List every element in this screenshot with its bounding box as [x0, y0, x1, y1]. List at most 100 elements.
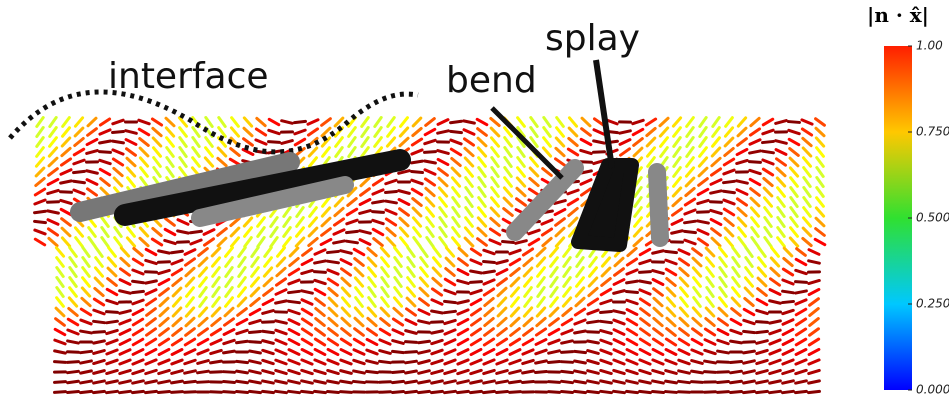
director	[411, 216, 423, 228]
director	[527, 228, 541, 236]
director	[144, 379, 158, 385]
director	[248, 349, 262, 355]
director	[464, 206, 474, 218]
director	[755, 297, 769, 307]
director	[165, 156, 175, 168]
director	[703, 338, 717, 346]
director	[131, 348, 145, 356]
director	[509, 276, 521, 288]
director	[802, 196, 812, 208]
director	[761, 139, 775, 145]
director	[184, 316, 196, 328]
director	[521, 358, 535, 366]
director	[68, 286, 78, 298]
director	[807, 278, 821, 286]
director	[326, 347, 340, 357]
director	[625, 298, 639, 306]
director	[157, 368, 171, 376]
director	[242, 116, 254, 128]
director	[677, 348, 691, 356]
director	[677, 337, 691, 347]
director	[599, 329, 613, 335]
director	[261, 379, 275, 385]
director	[184, 257, 196, 267]
director	[469, 280, 483, 284]
director	[735, 158, 749, 166]
director	[731, 276, 741, 288]
director	[118, 309, 132, 315]
director	[495, 259, 509, 265]
director	[287, 358, 301, 366]
director	[261, 358, 275, 366]
director	[575, 256, 585, 268]
director	[191, 146, 201, 158]
director	[794, 389, 808, 395]
director	[60, 226, 72, 238]
director	[722, 179, 736, 185]
director	[430, 358, 444, 366]
director	[516, 156, 526, 168]
director	[450, 176, 462, 188]
director	[157, 249, 171, 255]
director	[482, 287, 496, 297]
director	[679, 286, 689, 298]
director	[371, 188, 385, 196]
director	[152, 156, 162, 168]
director	[651, 368, 665, 376]
director	[768, 358, 782, 366]
director	[170, 369, 184, 375]
director	[92, 369, 106, 375]
rod	[506, 159, 584, 241]
director	[685, 146, 695, 158]
director	[404, 318, 418, 326]
director	[664, 249, 678, 255]
director	[287, 278, 301, 286]
director	[457, 246, 469, 258]
director	[68, 276, 78, 288]
director	[269, 236, 279, 248]
director	[807, 347, 821, 357]
director	[638, 379, 652, 385]
director	[553, 199, 567, 205]
director	[248, 318, 262, 326]
director	[112, 166, 124, 178]
director	[521, 348, 535, 356]
director	[697, 166, 709, 178]
director	[770, 246, 780, 258]
director	[224, 296, 234, 308]
director	[509, 306, 521, 318]
director	[48, 116, 58, 128]
director	[536, 276, 546, 288]
director	[46, 227, 60, 237]
rods	[70, 149, 669, 252]
director	[430, 287, 444, 297]
director	[709, 217, 723, 227]
director	[358, 197, 372, 207]
director	[527, 187, 541, 197]
director	[456, 327, 470, 337]
director	[716, 390, 730, 394]
director	[171, 286, 183, 298]
director	[269, 216, 279, 228]
director	[300, 307, 314, 317]
director	[48, 126, 58, 138]
director	[397, 189, 411, 195]
director	[34, 176, 46, 188]
director	[210, 316, 222, 328]
director	[807, 389, 821, 395]
director	[802, 206, 812, 218]
director	[488, 238, 502, 246]
director	[579, 178, 593, 186]
director	[456, 267, 470, 277]
director	[417, 339, 431, 345]
director	[503, 136, 513, 148]
director	[184, 306, 196, 318]
director	[456, 308, 470, 316]
director	[145, 317, 157, 327]
director	[781, 318, 795, 326]
director	[430, 348, 444, 356]
director	[462, 119, 476, 125]
director	[631, 118, 645, 126]
director	[761, 128, 775, 136]
director	[586, 297, 600, 307]
